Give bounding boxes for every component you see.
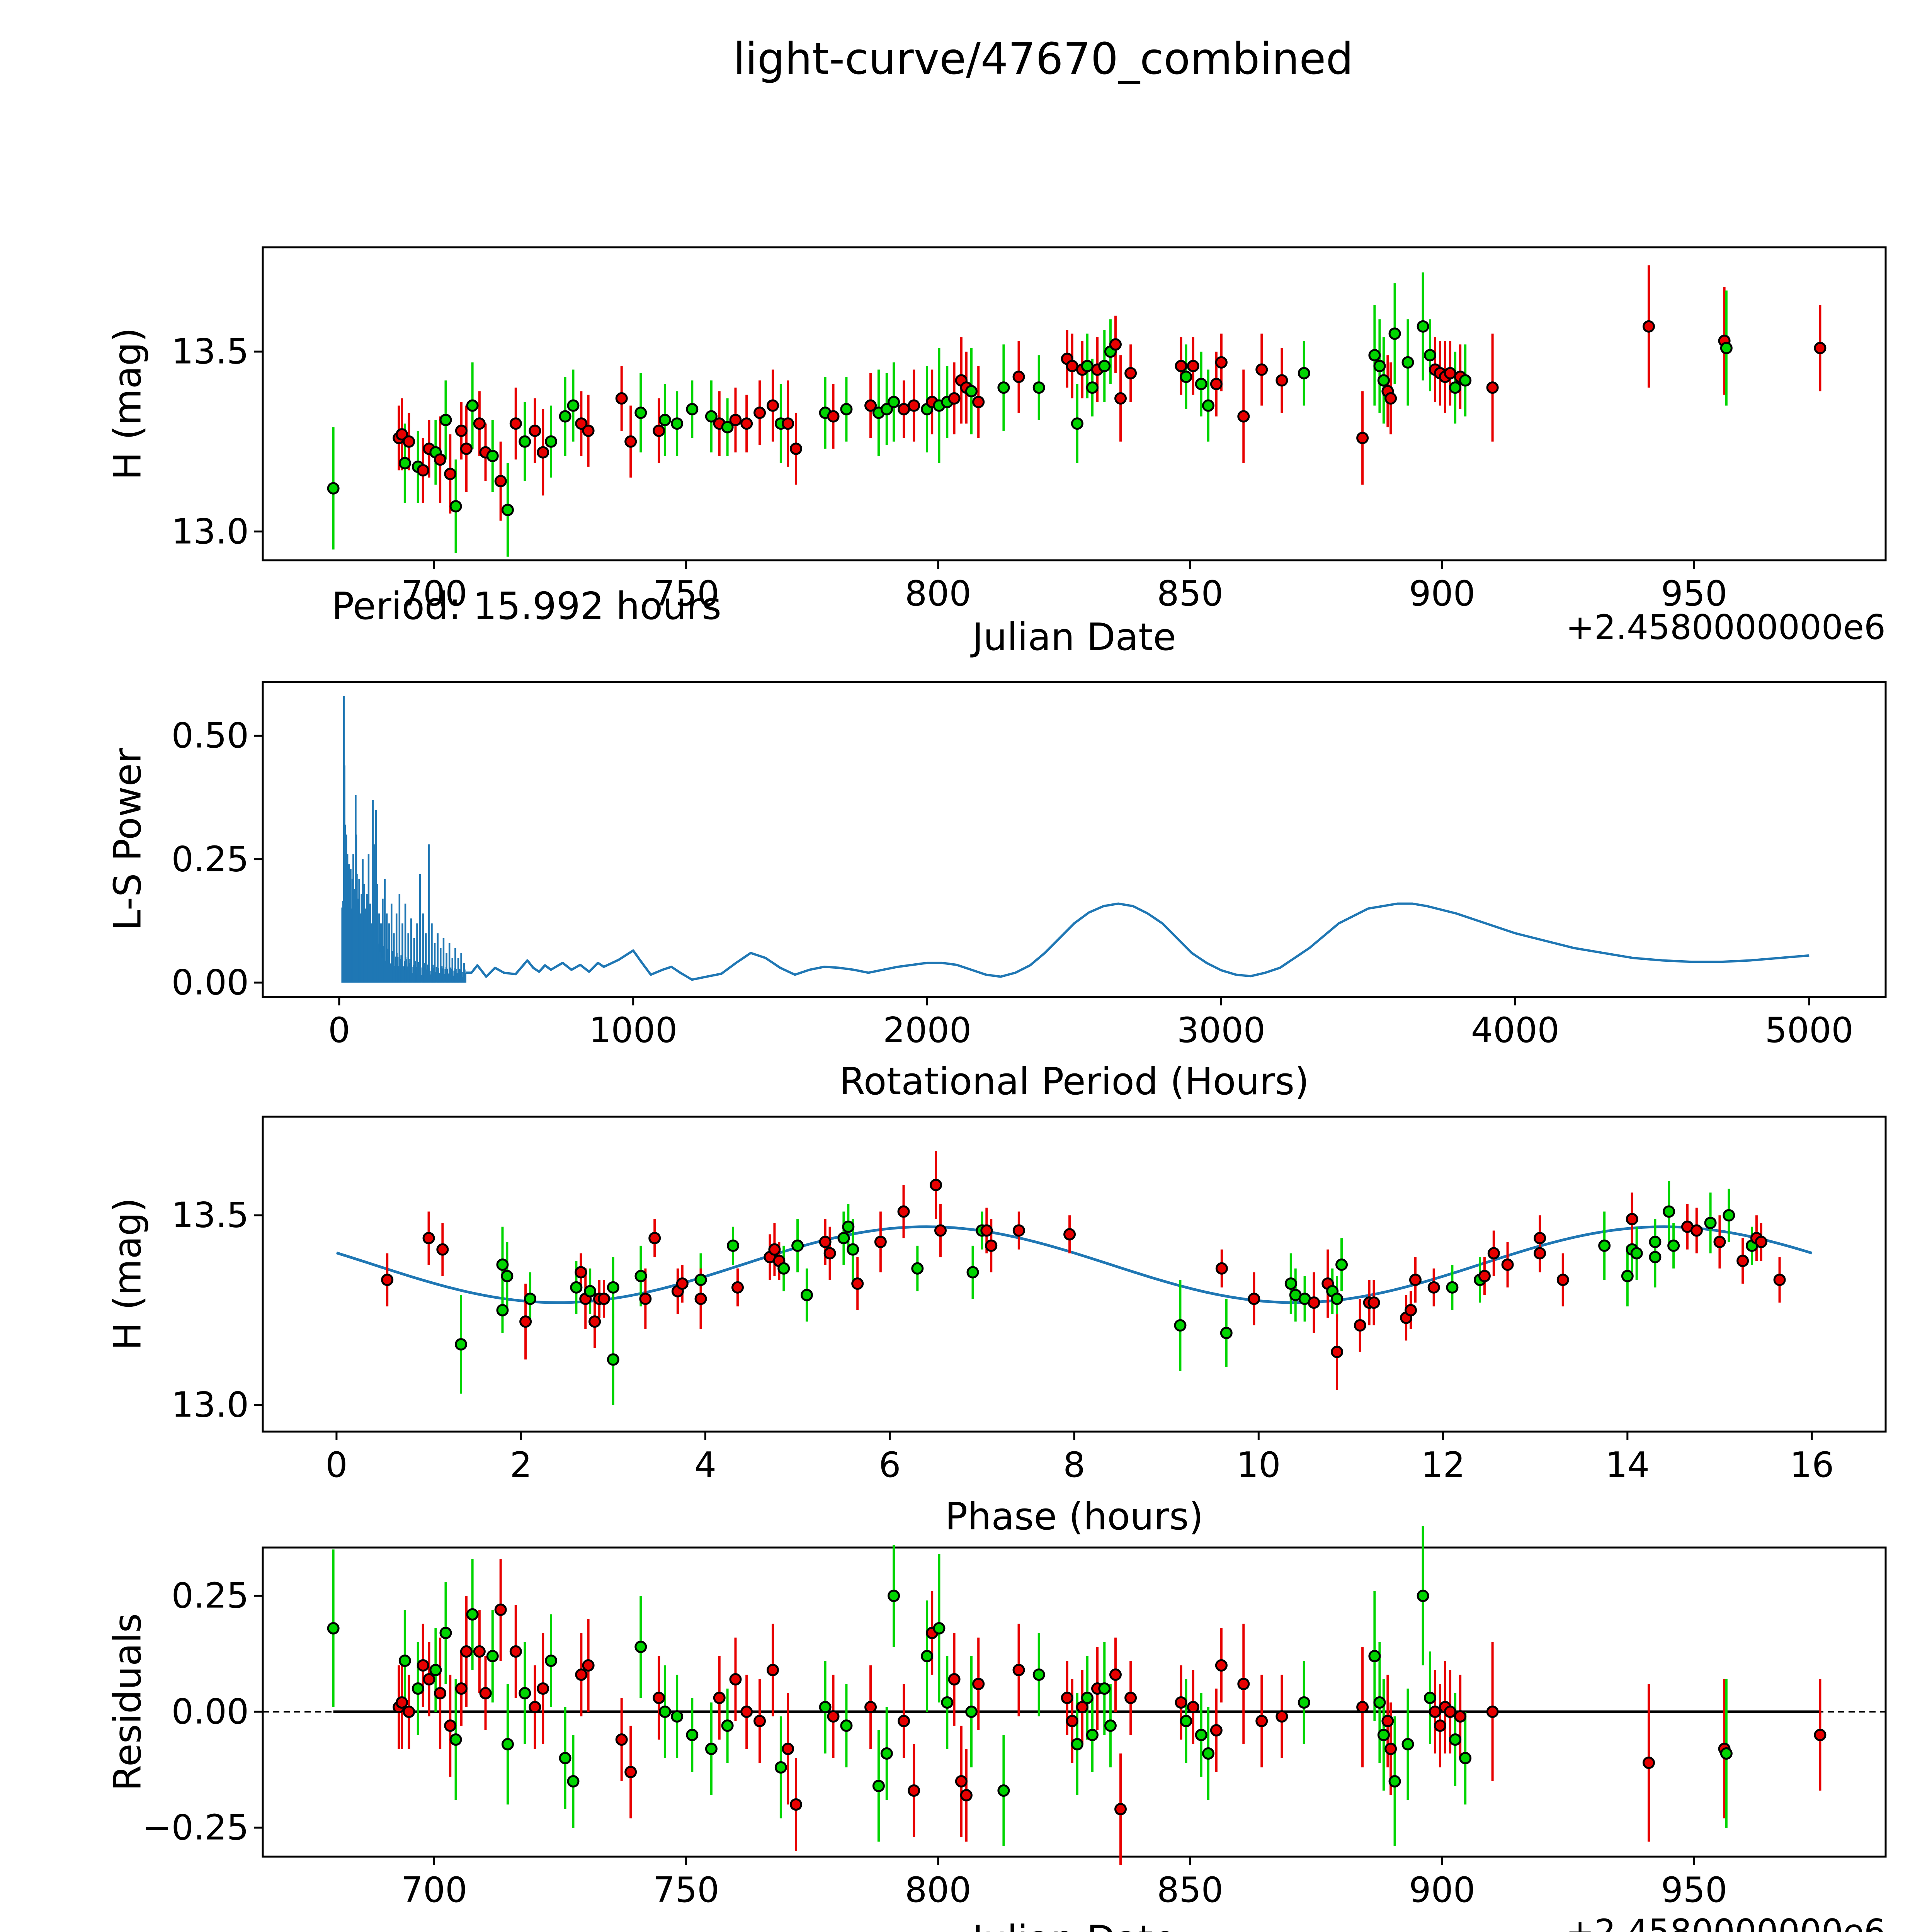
axes2-ytick-label: 0.50	[171, 715, 249, 756]
axes1-xtick-label: 700	[401, 573, 468, 614]
figure-title: light-curve/47670_combined	[733, 34, 1354, 84]
axes3-xtick-label: 6	[879, 1445, 901, 1485]
axes1-spines	[262, 246, 1887, 561]
axis2-ylabel: L-S Power	[105, 748, 150, 931]
axis1-xlabel: Julian Date	[972, 615, 1176, 659]
residuals-errorbars	[332, 1526, 1821, 1865]
axes2-ytick-label: 0.00	[171, 962, 249, 1003]
axes1-xtick-label: 900	[1409, 573, 1476, 614]
axes4-xtick-label: 750	[653, 1870, 719, 1910]
axes4-xtick-label: 850	[1157, 1870, 1223, 1910]
phased-lightcurve-errorbars	[386, 1151, 1781, 1405]
phased-lightcurve-markers	[381, 1179, 1786, 1366]
axis4-xlabel: Julian Date	[972, 1917, 1176, 1932]
axis1-offset-text: +2.4580000000e6	[1566, 607, 1886, 647]
axes2-xtick-label: 1000	[589, 1010, 678, 1051]
axes1-ytick-label: 13.5	[171, 331, 249, 372]
axis3-xlabel: Phase (hours)	[945, 1495, 1204, 1538]
axes4-ytick-label: 0.25	[171, 1575, 249, 1616]
axes3-ytick-label: 13.5	[171, 1195, 249, 1236]
axes2-xtick-label: 4000	[1471, 1010, 1560, 1051]
axes3-xtick-label: 10	[1236, 1445, 1281, 1485]
axes1-ytick-label: 13.0	[171, 511, 249, 552]
axes4-ytick-label: −0.25	[142, 1807, 249, 1848]
periodogram-curve	[341, 696, 1810, 983]
axes3-xtick-label: 12	[1421, 1445, 1465, 1485]
axes1-xtick-label: 800	[905, 573, 971, 614]
axes4-spines	[262, 1546, 1887, 1858]
axes1-xtick-label: 850	[1157, 573, 1223, 614]
axes3-xtick-label: 2	[510, 1445, 532, 1485]
jd-lightcurve-markers	[327, 320, 1827, 516]
axes3-xtick-label: 4	[694, 1445, 717, 1485]
residuals-markers	[327, 1590, 1827, 1816]
axes3-xtick-label: 14	[1605, 1445, 1650, 1485]
axes4-xtick-label: 800	[905, 1870, 971, 1910]
axes4-xtick-label: 950	[1661, 1870, 1728, 1910]
axes1-xtick-label: 950	[1661, 573, 1728, 614]
axes2-xtick-label: 0	[328, 1010, 350, 1051]
axes4-xtick-label: 700	[401, 1870, 468, 1910]
axes1-xtick-label: 750	[653, 573, 719, 614]
axes3-xtick-label: 0	[325, 1445, 348, 1485]
axis4-ylabel: Residuals	[105, 1613, 150, 1791]
period-annotation: Period: 15.992 hours	[332, 584, 721, 628]
axes2-xtick-label: 3000	[1177, 1010, 1265, 1051]
axes2-xtick-label: 5000	[1765, 1010, 1854, 1051]
axis1-ylabel: H (mag)	[105, 327, 150, 480]
axes3-ytick-label: 13.0	[171, 1384, 249, 1425]
axis2-xlabel: Rotational Period (Hours)	[839, 1060, 1310, 1103]
axes2-ytick-label: 0.25	[171, 839, 249, 880]
axis3-ylabel: H (mag)	[105, 1197, 150, 1350]
axes2-spines	[262, 681, 1887, 998]
axes4-xtick-label: 900	[1409, 1870, 1476, 1910]
jd-lightcurve-errorbars	[332, 265, 1821, 557]
axes3-xtick-label: 16	[1789, 1445, 1834, 1485]
axes4-ytick-label: 0.00	[171, 1691, 249, 1732]
axis4-offset-text: +2.4580000000e6	[1566, 1912, 1886, 1932]
axes2-xtick-label: 2000	[883, 1010, 972, 1051]
axes3-xtick-label: 8	[1063, 1445, 1085, 1485]
